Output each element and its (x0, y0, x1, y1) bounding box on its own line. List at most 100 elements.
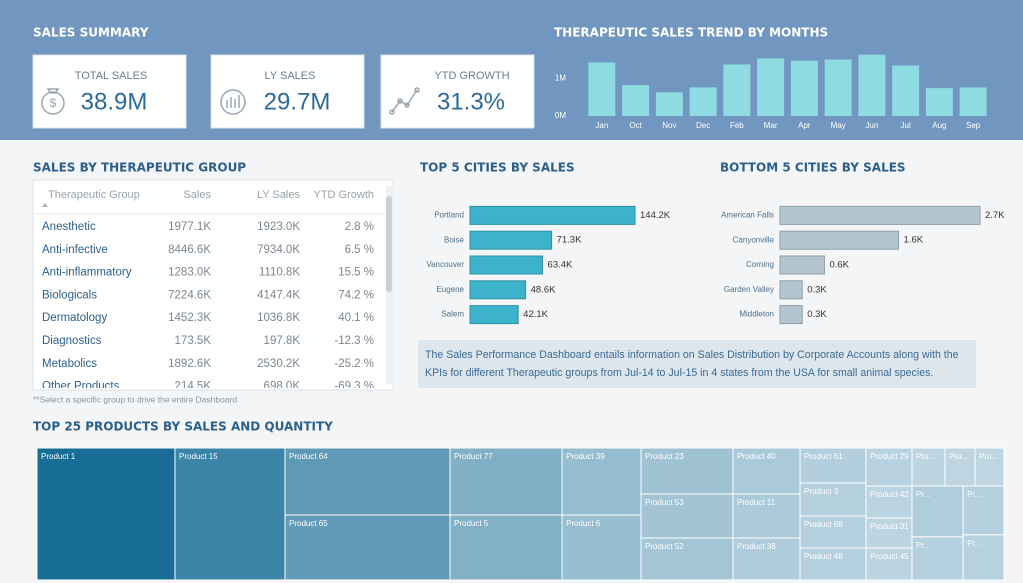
column-header[interactable]: Sales (183, 189, 211, 201)
group-name[interactable]: Dermatology (42, 312, 107, 324)
group-name[interactable]: Biologicals (42, 289, 97, 301)
column-header[interactable]: LY Sales (257, 189, 301, 201)
treemap-cell[interactable] (449, 514, 563, 581)
cell-label: Product 23 (645, 452, 684, 461)
treemap-cell[interactable] (284, 447, 451, 516)
cell-label: Product 3 (804, 487, 839, 496)
chart-title: BOTTOM 5 CITIES BY SALES (720, 161, 906, 175)
bar[interactable] (779, 230, 900, 250)
x-tick-label: Nov (662, 121, 676, 130)
table-cell: 74.2 % (338, 289, 374, 301)
cell-label: Pr... (967, 539, 981, 548)
cell-label: Pro... (916, 452, 935, 461)
treemap-cell[interactable] (36, 447, 176, 581)
value-label: 71.3K (557, 235, 582, 246)
table-cell: 197.8K (264, 335, 301, 347)
group-name[interactable]: Anti-infective (42, 244, 108, 256)
table-cell: 214.5K (175, 381, 212, 393)
bar[interactable] (892, 65, 920, 116)
treemap-cell[interactable] (911, 447, 946, 487)
table-cell: 1283.0K (168, 267, 211, 279)
cell-label: Product 52 (645, 542, 684, 551)
value-label: 42.1K (523, 309, 548, 320)
kpi-value: 31.3% (437, 88, 505, 115)
section-title: SALES BY THERAPEUTIC GROUP (33, 161, 246, 175)
bar[interactable] (824, 59, 852, 116)
x-tick-label: Jun (865, 121, 878, 130)
treemap-cell[interactable] (911, 485, 964, 538)
x-tick-label: Jul (901, 121, 911, 130)
group-name[interactable]: Diagnostics (42, 335, 102, 347)
cell-label: Pr... (916, 541, 930, 550)
table-cell: 1977.1K (168, 221, 211, 233)
treemap-cell[interactable] (732, 537, 801, 581)
treemap-cell[interactable] (640, 493, 734, 539)
treemap-cell[interactable] (561, 514, 642, 581)
bar[interactable] (925, 88, 953, 116)
group-name[interactable]: Metabolics (42, 358, 97, 370)
table-cell: -25.2 % (334, 358, 374, 370)
value-label: 1.6K (904, 235, 924, 246)
bar[interactable] (723, 64, 751, 116)
treemap-cell[interactable] (561, 447, 642, 516)
scrollbar-thumb[interactable] (386, 196, 392, 292)
value-label: 0.3K (807, 309, 827, 320)
treemap-cell[interactable] (799, 482, 867, 517)
bar[interactable] (779, 255, 825, 275)
bar[interactable] (858, 54, 886, 116)
table-cell: 1892.6K (168, 358, 211, 370)
cell-label: Product 15 (179, 452, 218, 461)
treemap-cell[interactable] (449, 447, 563, 516)
column-header[interactable]: YTD Growth (313, 189, 374, 201)
bar[interactable] (779, 305, 803, 325)
bar[interactable] (779, 205, 981, 225)
bar[interactable] (622, 85, 650, 116)
x-tick-label: May (831, 121, 846, 130)
kpi-value: 38.9M (81, 88, 148, 115)
section-title: SALES SUMMARY (33, 26, 149, 40)
treemap-cell[interactable] (640, 447, 734, 495)
x-tick-label: Mar (764, 121, 778, 130)
bar[interactable] (469, 230, 553, 250)
y-tick-label: 0M (555, 111, 566, 120)
bar[interactable] (959, 87, 987, 116)
treemap-cell[interactable] (911, 536, 964, 581)
treemap-cell[interactable] (974, 447, 1005, 487)
group-name[interactable]: Anti-inflammatory (42, 267, 132, 279)
treemap-cell[interactable] (174, 447, 286, 581)
treemap-cell[interactable] (799, 447, 867, 484)
chart-title: TOP 25 PRODUCTS BY SALES AND QUANTITY (33, 420, 333, 434)
treemap-cell[interactable] (865, 547, 913, 581)
bar[interactable] (779, 280, 803, 300)
cell-label: Product 40 (737, 452, 776, 461)
treemap-cell[interactable] (284, 514, 451, 581)
cell-label: Product 29 (870, 452, 909, 461)
table-cell: 1923.0K (257, 221, 300, 233)
treemap-cell[interactable] (640, 537, 734, 581)
treemap-cell[interactable] (962, 534, 1005, 581)
treemap-cell[interactable] (732, 493, 801, 539)
bar[interactable] (757, 58, 785, 116)
bar[interactable] (655, 92, 683, 116)
bar[interactable] (790, 60, 818, 116)
bar[interactable] (469, 205, 636, 225)
x-tick-label: Jan (595, 121, 608, 130)
treemap-cell[interactable] (962, 485, 1005, 536)
treemap-cell[interactable] (865, 485, 913, 519)
group-name[interactable]: Anesthetic (42, 221, 96, 233)
bar[interactable] (469, 255, 544, 275)
group-name[interactable]: Other Products (42, 381, 120, 393)
category-label: American Falls (721, 211, 774, 220)
bar[interactable] (689, 87, 717, 116)
bar[interactable] (469, 280, 527, 300)
table-cell: 1036.8K (257, 312, 300, 324)
bar[interactable] (469, 305, 519, 325)
table-cell: 7934.0K (257, 244, 300, 256)
treemap-cell[interactable] (865, 447, 913, 487)
column-header[interactable]: Therapeutic Group (48, 189, 140, 201)
cell-label: Product 65 (289, 519, 328, 528)
bar[interactable] (588, 62, 616, 116)
cell-label: Product 6 (566, 519, 601, 528)
table-cell: 1110.8K (259, 267, 300, 279)
table-cell: -69.3 % (334, 381, 374, 393)
